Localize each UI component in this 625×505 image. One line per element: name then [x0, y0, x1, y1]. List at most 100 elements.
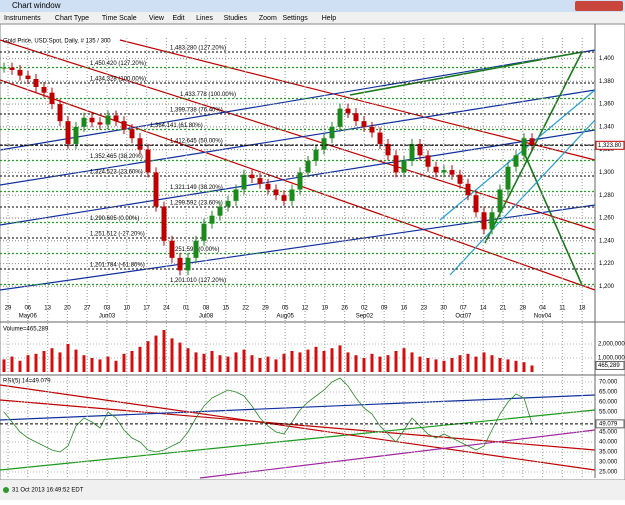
menu-item[interactable]: Help: [322, 15, 337, 22]
volume-bar: [266, 356, 270, 372]
x-tick-label: 23: [420, 306, 427, 312]
candle: [137, 138, 143, 150]
volume-bar: [146, 341, 150, 372]
x-tick-label: 04: [539, 306, 546, 312]
volume-bar: [170, 338, 174, 372]
candle: [73, 126, 79, 144]
menu-item[interactable]: Lines: [196, 15, 213, 22]
candle: [305, 161, 311, 173]
candle: [113, 115, 119, 122]
fib-label: 1,201.784 (-61.80%): [90, 263, 145, 269]
x-tick-label: 20: [64, 306, 71, 312]
window-controls[interactable]: [575, 1, 623, 11]
candle: [105, 115, 111, 125]
y-tick-label: 1,280: [599, 193, 615, 199]
fib-label: 1,251.512 (-27.20%): [90, 232, 145, 238]
candle: [177, 257, 183, 271]
rsi-tick-label: 30.000: [599, 460, 618, 466]
x-month-label: Jul08: [199, 314, 214, 320]
candle: [425, 155, 431, 167]
x-tick-label: 29: [5, 306, 12, 312]
trend-line: [439, 89, 596, 221]
last-price-label: 1,323.80: [598, 143, 622, 149]
menu-item[interactable]: Zoom: [259, 15, 277, 22]
x-tick-label: 27: [84, 306, 91, 312]
trend-line: [349, 51, 583, 96]
candle: [129, 129, 135, 139]
fib-label: 1,364.141 (61.80%): [150, 123, 203, 129]
volume-tick-label: 1,000,000: [598, 356, 625, 362]
trend-line: [524, 154, 583, 286]
volume-bar: [394, 351, 398, 372]
volume-last-label: 465,289: [598, 363, 620, 369]
volume-bar: [42, 351, 46, 372]
y-tick-label: 1,300: [599, 170, 615, 176]
menu-item[interactable]: Time Scale: [102, 15, 137, 22]
volume-bar: [458, 355, 462, 372]
candle: [361, 121, 367, 127]
volume-bar: [226, 356, 230, 372]
fib-label: 1,483.280 (127.20%): [170, 46, 226, 52]
candle: [273, 189, 279, 196]
volume-bar: [530, 365, 534, 372]
x-tick-label: 10: [123, 306, 130, 312]
volume-bar: [210, 351, 214, 372]
candle: [193, 240, 199, 258]
candle: [473, 195, 479, 213]
candle: [249, 174, 255, 179]
candle: [353, 113, 359, 122]
volume-bar: [466, 353, 470, 372]
candle: [33, 79, 39, 87]
volume-bar: [338, 345, 342, 372]
volume-bar: [202, 353, 206, 372]
candle: [57, 104, 63, 122]
rsi-tick-label: 70.000: [599, 380, 618, 386]
volume-bar: [386, 355, 390, 372]
menu-item[interactable]: Settings: [283, 15, 309, 22]
volume-bar: [218, 355, 222, 372]
trend-line: [0, 89, 596, 186]
volume-bar: [114, 360, 118, 372]
title-bar: [0, 0, 625, 12]
volume-bar: [106, 356, 110, 372]
candle: [225, 200, 231, 207]
menu-item[interactable]: View: [149, 15, 165, 22]
volume-bar: [178, 342, 182, 372]
volume-bar: [402, 348, 406, 372]
volume-bar: [234, 352, 238, 372]
volume-bar: [162, 330, 166, 372]
menu-item[interactable]: Studies: [224, 15, 248, 22]
x-month-label: Aug05: [277, 314, 295, 320]
candle: [201, 223, 207, 241]
volume-bar: [442, 360, 446, 372]
volume-bar: [130, 351, 134, 372]
volume-bar: [514, 360, 518, 372]
candle: [241, 174, 247, 190]
menu-item[interactable]: Edit: [173, 15, 185, 22]
volume-bar: [434, 359, 438, 372]
volume-bar: [50, 348, 54, 372]
candle: [417, 143, 423, 156]
rsi-trend-line: [0, 409, 596, 471]
candle: [513, 155, 519, 167]
volume-bar: [186, 348, 190, 372]
menu-item[interactable]: Instruments: [4, 15, 41, 22]
fib-label: 1,324.523 (23.60%): [90, 170, 143, 176]
rsi-tick-label: 60.000: [599, 400, 618, 406]
candle: [161, 206, 167, 241]
x-tick-label: 24: [163, 306, 170, 312]
volume-bar: [274, 359, 278, 372]
y-tick-label: 1,260: [599, 216, 615, 222]
menu-item[interactable]: Chart Type: [55, 15, 89, 22]
y-tick-label: 1,220: [599, 261, 615, 267]
candle: [1, 67, 7, 69]
candle: [121, 121, 127, 130]
volume-bar: [66, 344, 70, 372]
volume-bar: [18, 360, 22, 372]
chart-title: Gold Price, USD Spot, Daily, # 135 / 300: [3, 39, 111, 45]
candle: [409, 143, 415, 162]
candle: [297, 172, 303, 190]
x-tick-label: 05: [282, 306, 289, 312]
